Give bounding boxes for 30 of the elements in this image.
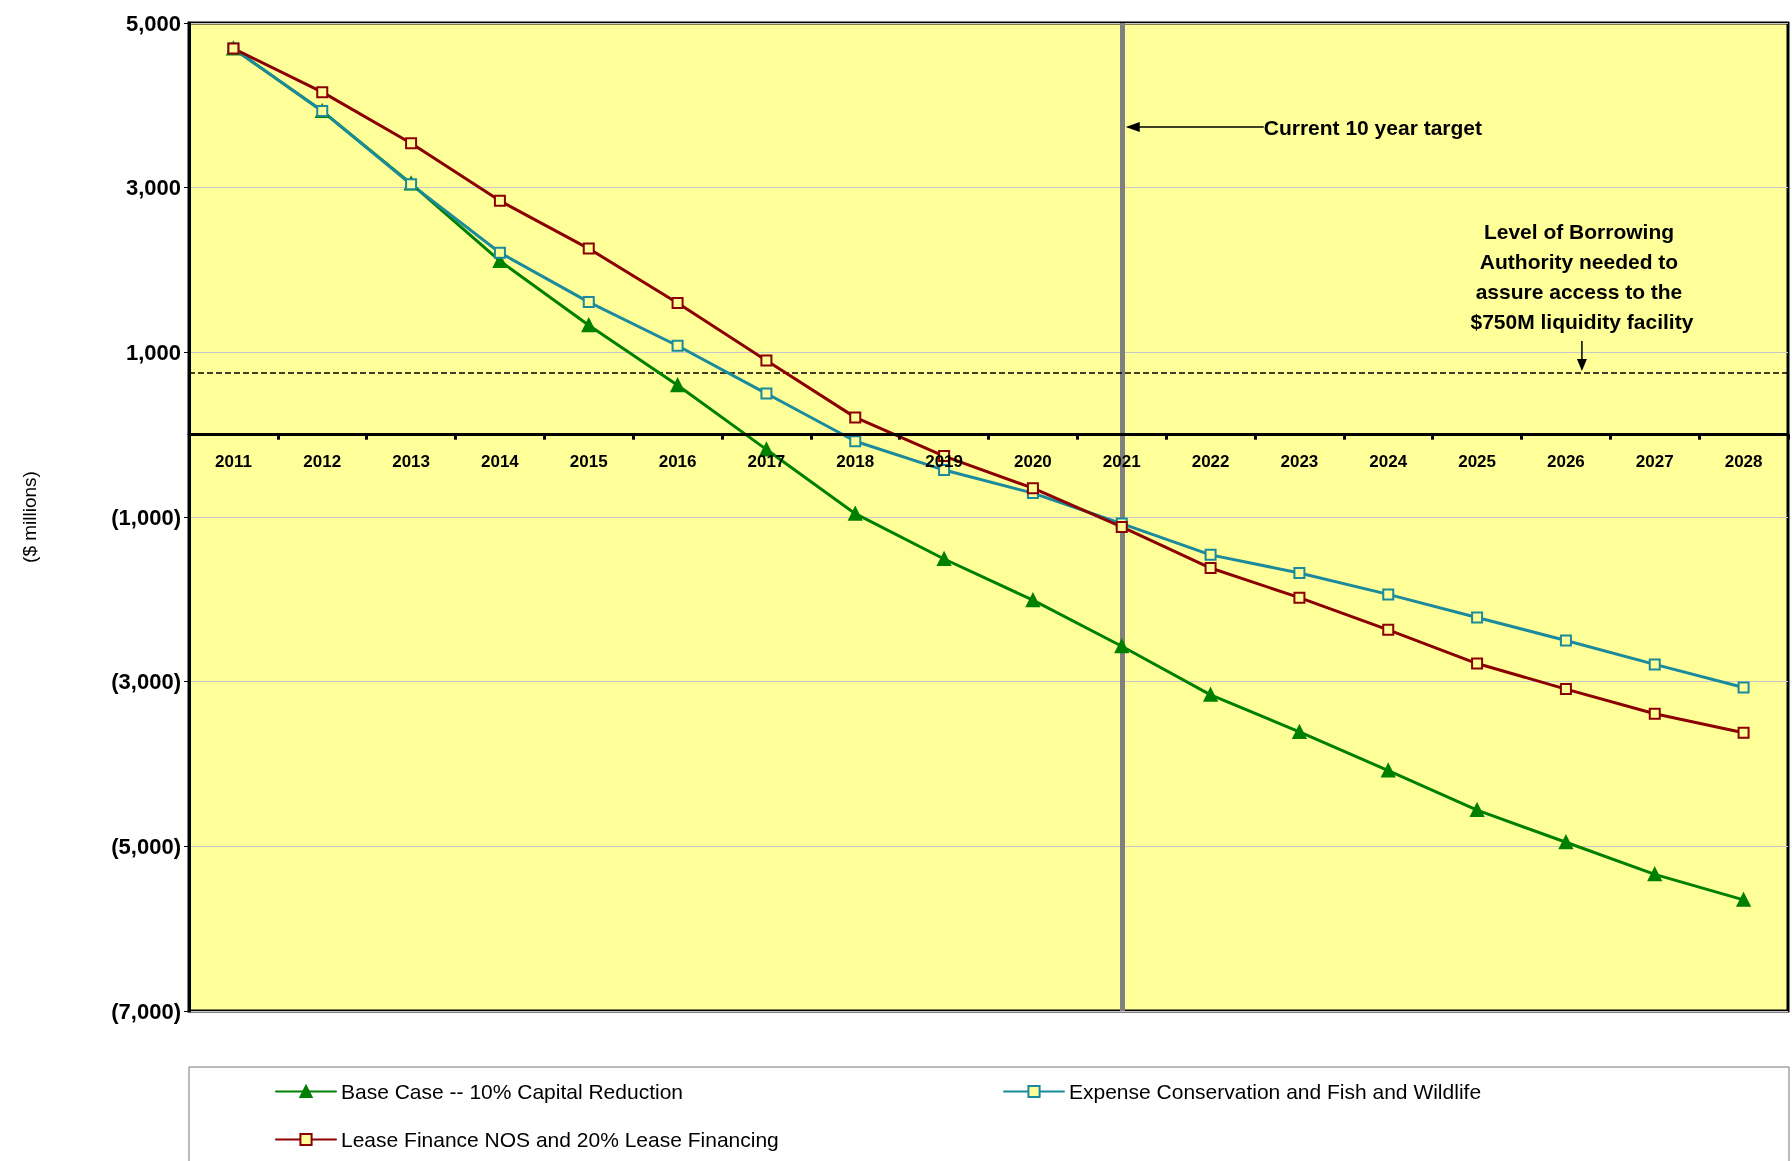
y-tick-label: (5,000) <box>111 833 181 859</box>
x-tick-label: 2017 <box>747 451 786 471</box>
x-tick-label: 2020 <box>1014 451 1052 471</box>
x-tick-label: 2021 <box>1102 451 1141 471</box>
x-tick-label: 2028 <box>1724 451 1763 471</box>
x-tick-label: 2026 <box>1547 451 1585 471</box>
y-tick-label: 3,000 <box>125 175 181 201</box>
x-tick-label: 2023 <box>1280 451 1319 471</box>
x-tick-label: 2022 <box>1191 451 1230 471</box>
x-tick-label: 2018 <box>836 451 875 471</box>
y-tick-label: 5,000 <box>125 10 181 36</box>
y-axis-title: ($ millions) <box>19 471 40 563</box>
legend-label: Base Case -- 10% Capital Reduction <box>341 1080 684 1103</box>
y-tick-label: (1,000) <box>111 504 181 530</box>
legend-label: Expense Conservation and Fish and Wildlife <box>1069 1080 1482 1103</box>
legend-label: Lease Finance NOS and 20% Lease Financing <box>341 1128 779 1151</box>
y-tick-label: (7,000) <box>111 998 181 1024</box>
x-tick-label: 2012 <box>303 451 342 471</box>
y-tick-label: 1,000 <box>125 339 181 365</box>
x-tick-label: 2015 <box>569 451 608 471</box>
x-tick-label: 2011 <box>214 451 252 471</box>
y-tick-label: (3,000) <box>111 669 181 695</box>
x-tick-label: 2014 <box>481 451 520 471</box>
x-tick-label: 2024 <box>1369 451 1408 471</box>
x-tick-label: 2013 <box>392 451 430 471</box>
x-tick-label: 2025 <box>1458 451 1496 471</box>
ref-line-label: Current 10 year target <box>1263 115 1483 139</box>
x-tick-label: 2016 <box>658 451 697 471</box>
x-tick-label: 2027 <box>1635 451 1674 471</box>
ref-line-label: Level of Borrowing Authority needed to assure access to the $750M liquidity facility <box>1470 220 1694 334</box>
